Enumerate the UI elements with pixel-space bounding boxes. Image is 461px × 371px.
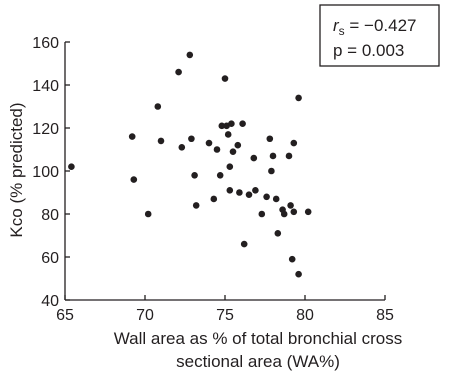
data-point	[269, 152, 277, 160]
data-point	[240, 240, 248, 248]
y-tick-label: 120	[32, 121, 59, 138]
stats-box	[319, 4, 440, 67]
data-point	[263, 193, 270, 201]
data-point	[234, 141, 242, 149]
data-point	[224, 131, 232, 138]
x-tick-label: 80	[296, 307, 314, 324]
data-point	[245, 191, 253, 198]
data-point	[268, 167, 275, 175]
y-tick-label: 80	[41, 207, 59, 224]
data-point	[274, 230, 282, 237]
data-point	[258, 210, 266, 218]
data-point	[130, 176, 138, 183]
data-point	[213, 146, 221, 153]
data-point	[285, 152, 293, 160]
x-axis-title-line-2: sectional area (WA%)	[176, 352, 340, 371]
data-point	[239, 120, 246, 127]
data-point	[236, 189, 243, 196]
data-point	[68, 163, 75, 170]
data-point	[221, 75, 229, 82]
data-point	[287, 202, 294, 209]
stats-legend: rs = −0.427 p = 0.003	[319, 4, 440, 67]
data-point	[250, 154, 258, 162]
data-point	[226, 163, 234, 170]
y-axis-title: Kco (% predicted)	[7, 102, 26, 237]
data-point	[295, 94, 302, 102]
data-point	[205, 139, 213, 147]
data-point	[290, 139, 298, 147]
data-point	[186, 51, 194, 59]
data-point	[229, 148, 237, 155]
data-point	[252, 187, 259, 194]
data-point	[280, 210, 288, 218]
data-point	[188, 135, 195, 143]
y-tick-label: 160	[32, 35, 59, 52]
y-tick-label: 140	[32, 78, 59, 95]
p-value-text: p = 0.003	[333, 41, 404, 60]
y-tick-label: 100	[32, 164, 59, 181]
data-points	[68, 51, 312, 278]
data-point	[210, 195, 218, 203]
data-point	[191, 172, 198, 179]
data-point	[304, 208, 312, 216]
x-axis-title-line-1: Wall area as % of total bronchial cross	[114, 329, 403, 348]
x-tick-label: 65	[56, 307, 74, 324]
data-point	[226, 187, 234, 194]
x-tick-label: 70	[136, 307, 154, 324]
rs-value: = −0.427	[345, 16, 417, 35]
y-tick-label: 60	[41, 250, 59, 267]
data-point	[154, 103, 162, 110]
data-point	[178, 144, 186, 151]
data-point	[192, 202, 200, 209]
data-point	[266, 135, 274, 143]
x-tick-label: 75	[216, 307, 234, 324]
rs-subscript: s	[339, 24, 345, 38]
data-point	[272, 195, 280, 203]
data-point	[228, 120, 235, 127]
data-point	[216, 172, 224, 179]
y-tick-label: 40	[41, 293, 59, 310]
data-point	[157, 137, 165, 145]
data-point	[295, 270, 302, 278]
data-point	[175, 68, 182, 76]
data-point	[290, 208, 298, 216]
correlation-text: rs = −0.427	[333, 16, 417, 38]
rs-symbol: r	[333, 16, 340, 35]
data-point	[144, 210, 152, 218]
x-tick-label: 85	[376, 307, 394, 324]
x-axis-ticks: 65 70 75 80 85	[56, 295, 394, 324]
y-axis-ticks: 40 60 80 100 120 140 160	[32, 35, 70, 310]
data-point	[288, 255, 296, 263]
data-point	[218, 122, 226, 130]
data-point	[128, 133, 136, 140]
